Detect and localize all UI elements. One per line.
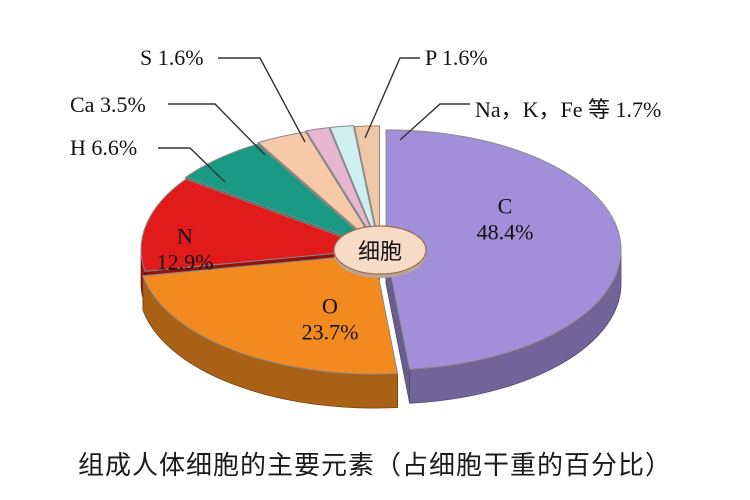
chart-caption: 组成人体细胞的主要元素（占细胞干重的百分比）: [0, 445, 750, 482]
element-symbol: C: [477, 194, 534, 220]
pie-chart-cell-elements: C 48.4% O 23.7% N 12.9% H 6.6% Ca 3.5% S…: [0, 0, 750, 500]
callout-other: Na，K，Fe 等 1.7%: [475, 92, 661, 124]
element-symbol: O: [302, 294, 359, 320]
callout-ca: Ca 3.5%: [70, 92, 146, 118]
slice-label-n: N 12.9%: [157, 224, 214, 277]
callout-h: H 6.6%: [70, 135, 137, 161]
percent-value: 48.4%: [477, 220, 534, 246]
percent-value: 23.7%: [302, 320, 359, 346]
percent-value: 12.9%: [157, 250, 214, 276]
slice-label-c: C 48.4%: [477, 194, 534, 247]
callout-p: P 1.6%: [425, 45, 488, 71]
callout-s: S 1.6%: [140, 45, 204, 71]
element-symbol: N: [157, 224, 214, 250]
slice-label-o: O 23.7%: [302, 294, 359, 347]
center-label: 细胞: [358, 234, 402, 266]
